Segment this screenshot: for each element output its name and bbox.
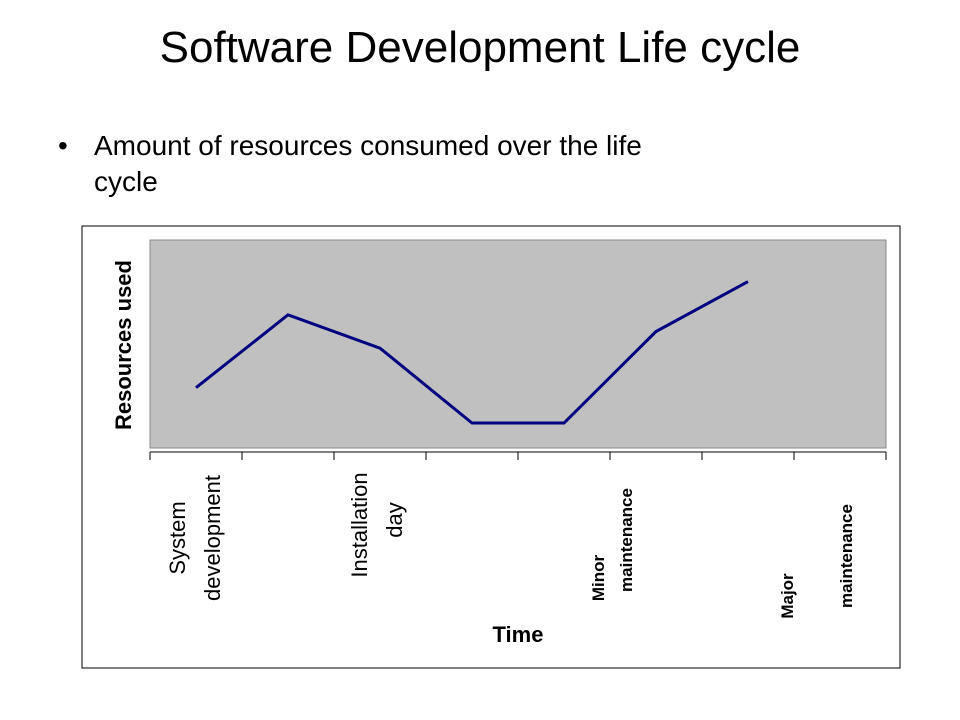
bullet-text-line-1: Amount of resources consumed over the li… [94,130,642,161]
category-label-major-maintenance: Major maintenance [778,504,856,619]
plot-area [149,239,887,449]
category-label-maintenance-major: maintenance [837,504,856,608]
bullet-text: Amount of resources consumed over the li… [94,128,854,200]
category-label-installation: Installation [347,472,372,577]
category-label-system: System [165,501,190,574]
category-label-system-development: System development [165,475,225,601]
category-label-minor: Minor [589,554,608,601]
category-label-minor-maintenance: Minor maintenance [589,488,636,601]
slide-title: Software Development Life cycle [159,23,801,72]
bullet-symbol: • [58,130,68,161]
bullet-text-line-2: cycle [94,166,158,197]
x-axis-label: Time [493,622,544,647]
y-axis-label: Resources used [111,260,136,430]
category-label-maintenance-minor: maintenance [617,488,636,592]
category-label-development: development [200,475,225,601]
series-line [195,280,749,425]
category-label-major: Major [778,573,797,619]
x-axis-ticks [149,452,887,460]
category-label-day: day [382,502,407,537]
category-label-installation-day: Installation day [347,472,407,577]
